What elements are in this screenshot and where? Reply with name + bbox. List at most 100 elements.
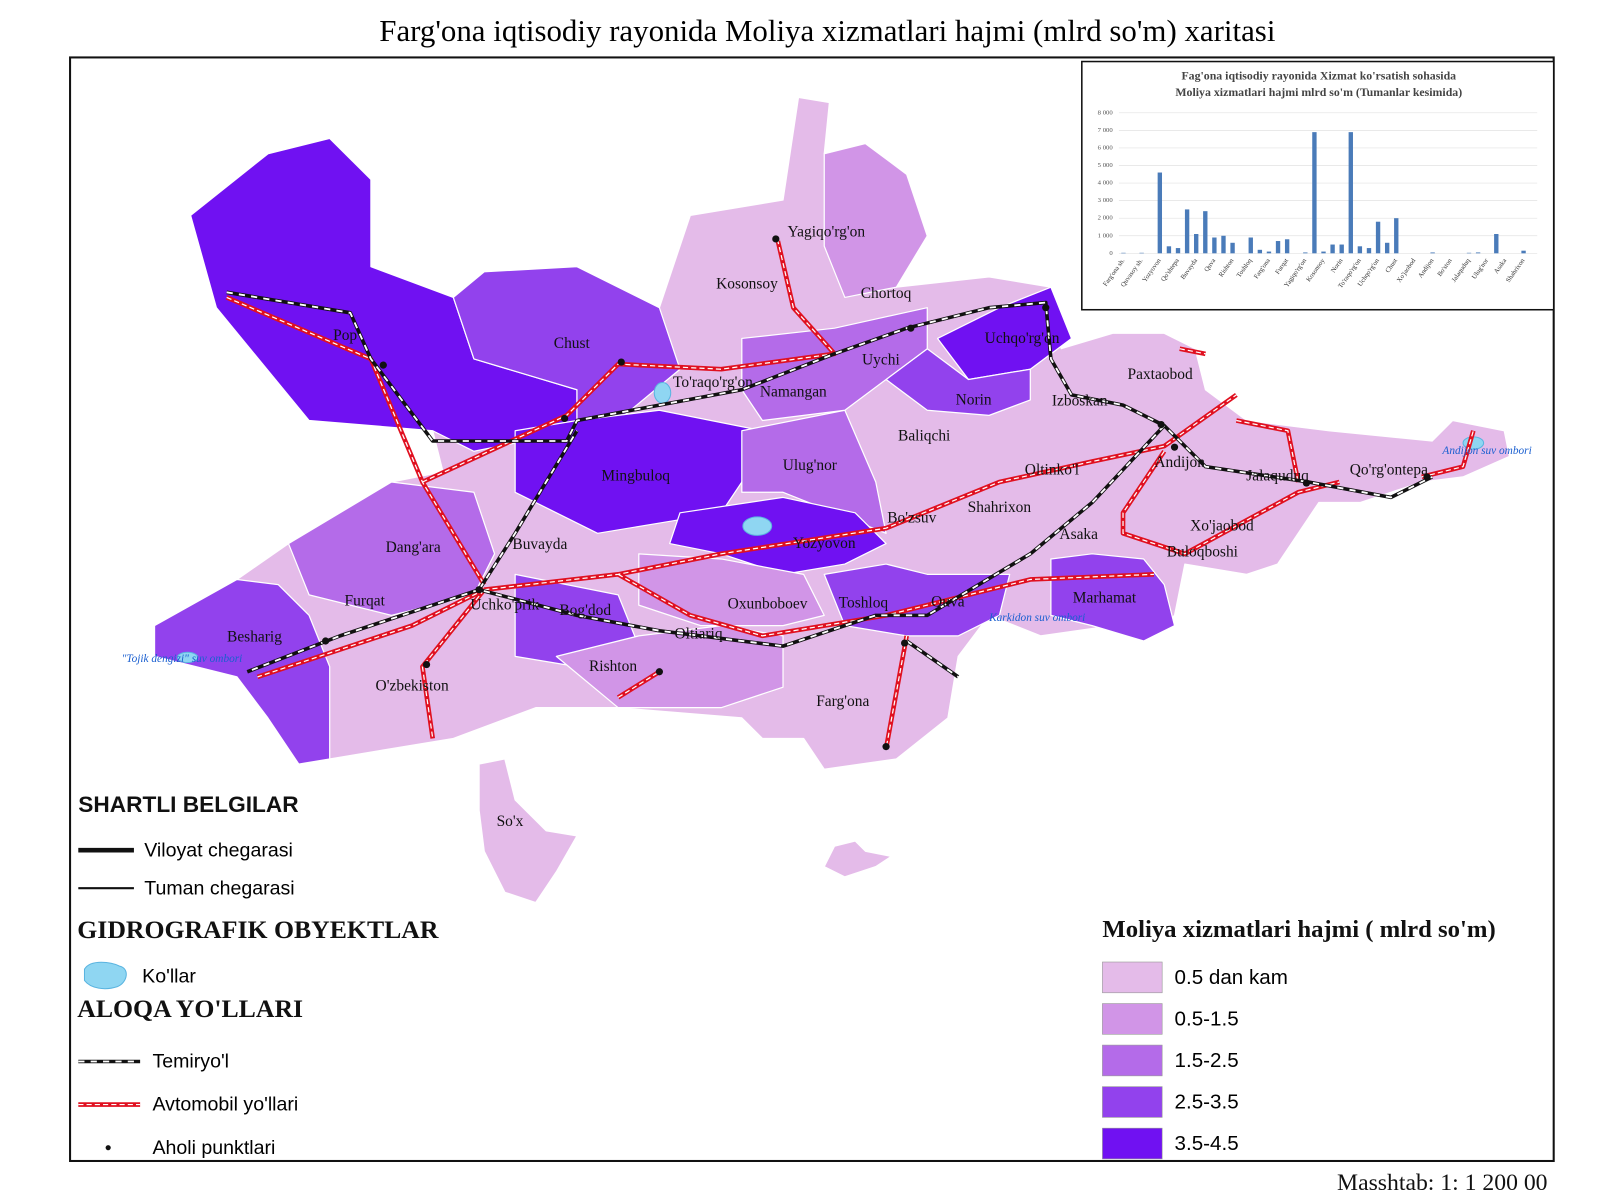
settlement <box>1423 473 1431 481</box>
y-tick-label: 0 <box>1109 250 1113 257</box>
bar <box>1121 252 1126 254</box>
bar <box>1348 132 1353 254</box>
place-label: Buloqboshi <box>1167 543 1238 560</box>
region <box>638 553 825 627</box>
y-tick-label: 1 000 <box>1098 232 1114 239</box>
place-label: Chust <box>554 335 591 352</box>
legend-label: 1.5-2.5 <box>1175 1049 1239 1072</box>
legend-label: 0.5 dan kam <box>1175 966 1288 989</box>
settlement <box>1170 443 1179 451</box>
bar <box>1330 244 1335 254</box>
class-legend-title: Moliya xizmatlari hajmi ( mlrd so'm) <box>1102 916 1495 943</box>
place-label: Oltiariq <box>675 625 723 642</box>
settlement <box>560 414 569 423</box>
bar <box>1366 248 1372 254</box>
place-label: Mingbuloq <box>601 467 670 484</box>
bar <box>1221 235 1226 254</box>
line <box>246 588 480 673</box>
line <box>906 640 959 678</box>
place-label: Pop <box>333 327 357 344</box>
region <box>885 348 1031 416</box>
place-label: Qo'rg'ontepa <box>1350 461 1428 478</box>
line <box>1421 430 1474 478</box>
place-label: Yagiqo'rg'on <box>788 223 866 240</box>
railways <box>226 290 1433 679</box>
place-label: Bog'dod <box>559 602 611 619</box>
line <box>421 589 485 739</box>
bar <box>1266 251 1272 254</box>
bar <box>1494 234 1499 254</box>
line <box>1179 348 1206 355</box>
bar <box>1303 252 1308 254</box>
place-label: Norin <box>956 392 992 409</box>
water-label: Karkidon suv ombori <box>988 612 1085 624</box>
chart-title: Fag'ona iqtisodiy rayonida Xizmat ko'rsa… <box>1181 69 1456 83</box>
bar <box>1230 242 1235 254</box>
place-label: Asaka <box>1059 526 1098 543</box>
legend-swatch <box>1102 1003 1163 1035</box>
y-tick-label: 8 000 <box>1098 109 1114 116</box>
place-label: Chortoq <box>861 285 912 302</box>
lake <box>176 651 199 664</box>
legend-label: Viloyat chegarasi <box>144 839 293 861</box>
legend-label: 0.5-1.5 <box>1175 1007 1239 1030</box>
settlement <box>772 235 780 243</box>
place-label: O'zbekiston <box>376 678 449 695</box>
legend-label: Ko'llar <box>142 966 196 988</box>
settlements <box>321 235 1431 751</box>
line <box>616 669 661 700</box>
place-label: Ulug'nor <box>783 457 837 474</box>
bar <box>1175 248 1181 254</box>
map-labels: Pop Chust To'raqo'rg'on Namangan Kosonsoy Yag… <box>227 223 1428 830</box>
bar <box>1275 241 1281 254</box>
legend-title: SHARTLI BELGILAR <box>78 792 298 817</box>
legend-label: Tuman chegarasi <box>144 877 294 899</box>
legend: SHARTLI BELGILAR Viloyat chegarasi Tuman… <box>77 792 439 1159</box>
bar <box>1521 250 1526 254</box>
bar <box>1248 237 1253 254</box>
place-label: To'raqo'rg'on <box>673 374 753 391</box>
bar <box>1394 218 1399 254</box>
legend-label: Aholi punktlari <box>152 1137 275 1159</box>
y-tick-label: 5 000 <box>1098 162 1114 169</box>
class-legend: Moliya xizmatlari hajmi ( mlrd so'm) 0.5… <box>1102 916 1496 1160</box>
place-label: Quva <box>931 594 965 611</box>
bar <box>1375 221 1381 254</box>
place-label: Oxunboboev <box>728 596 808 613</box>
roads <box>225 240 1476 750</box>
region <box>823 142 928 299</box>
bar <box>1312 132 1317 254</box>
bar <box>1184 209 1190 254</box>
bar <box>1139 252 1144 254</box>
lake <box>653 382 672 404</box>
legend-swatch <box>1102 1044 1163 1077</box>
page-content: Farg'ona iqtisodiy rayonida Moliya xizma… <box>69 14 1555 1196</box>
place-label: So'x <box>497 813 524 830</box>
line <box>1236 419 1299 483</box>
legend-swatch <box>1102 1086 1163 1118</box>
frame <box>69 56 1555 1163</box>
settlement <box>655 668 663 676</box>
bar <box>1475 252 1481 254</box>
y-tick-label: 7 000 <box>1098 127 1114 134</box>
line <box>257 589 485 678</box>
bar <box>1339 244 1344 254</box>
line <box>484 394 1237 591</box>
line <box>422 240 836 483</box>
place-label: Furqat <box>345 593 386 610</box>
place-label: Izboskan <box>1052 393 1108 410</box>
settlement <box>1157 421 1165 429</box>
bar <box>1166 246 1172 254</box>
chart-subtitle: Moliya xizmatlari hajmi mlrd so'm (Tuman… <box>1175 85 1462 99</box>
bar <box>1203 211 1208 254</box>
place-label: Oltinko'l <box>1025 461 1079 478</box>
lake <box>742 516 773 536</box>
inset-chart: Fag'ona iqtisodiy rayonida Xizmat ko'rsa… <box>1081 60 1555 311</box>
settlement <box>475 586 483 594</box>
place-label: Toshloq <box>839 595 889 612</box>
region <box>669 496 887 575</box>
place-label: Shahrixon <box>968 499 1032 516</box>
line <box>1122 450 1340 555</box>
place-label: Andijon <box>1154 454 1205 471</box>
